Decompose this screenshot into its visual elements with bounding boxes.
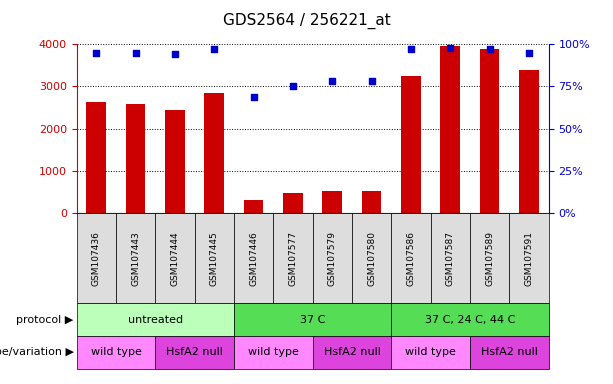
Text: protocol ▶: protocol ▶ [17, 314, 74, 325]
Point [131, 50, 140, 56]
Point [170, 51, 180, 57]
Bar [244, 200, 264, 213]
Bar [322, 191, 342, 213]
Text: GSM107587: GSM107587 [446, 231, 455, 286]
Text: GSM107445: GSM107445 [210, 231, 219, 286]
Point [367, 78, 376, 84]
Text: GDS2564 / 256221_at: GDS2564 / 256221_at [223, 13, 390, 29]
Point [485, 46, 495, 52]
Point [249, 93, 259, 99]
Text: GSM107591: GSM107591 [525, 231, 533, 286]
Text: GSM107580: GSM107580 [367, 231, 376, 286]
Point [524, 50, 534, 56]
Text: 37 C, 24 C, 44 C: 37 C, 24 C, 44 C [425, 314, 515, 325]
Point [210, 46, 219, 52]
Text: GSM107446: GSM107446 [249, 231, 258, 286]
Bar [165, 111, 185, 213]
Text: GSM107436: GSM107436 [92, 231, 101, 286]
Bar [519, 70, 539, 213]
Bar [126, 104, 145, 213]
Text: GSM107589: GSM107589 [485, 231, 494, 286]
Text: GSM107586: GSM107586 [406, 231, 416, 286]
Text: untreated: untreated [128, 314, 183, 325]
Text: GSM107577: GSM107577 [289, 231, 297, 286]
Text: genotype/variation ▶: genotype/variation ▶ [0, 347, 74, 358]
Point [406, 46, 416, 52]
Text: ■: ■ [89, 383, 101, 384]
Text: HsfA2 null: HsfA2 null [324, 347, 381, 358]
Text: HsfA2 null: HsfA2 null [481, 347, 538, 358]
Text: wild type: wild type [248, 347, 299, 358]
Text: GSM107443: GSM107443 [131, 231, 140, 286]
Text: wild type: wild type [405, 347, 456, 358]
Bar [86, 103, 106, 213]
Bar [283, 193, 303, 213]
Text: GSM107579: GSM107579 [328, 231, 337, 286]
Bar [480, 49, 500, 213]
Point [288, 83, 298, 89]
Bar [362, 191, 381, 213]
Bar [441, 46, 460, 213]
Text: 37 C: 37 C [300, 314, 326, 325]
Text: wild type: wild type [91, 347, 142, 358]
Point [327, 78, 337, 84]
Point [446, 45, 455, 51]
Text: HsfA2 null: HsfA2 null [166, 347, 223, 358]
Bar [205, 93, 224, 213]
Point [91, 50, 101, 56]
Bar [401, 76, 421, 213]
Text: GSM107444: GSM107444 [170, 231, 180, 286]
